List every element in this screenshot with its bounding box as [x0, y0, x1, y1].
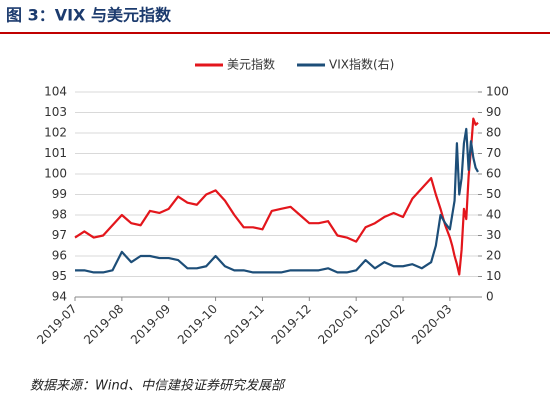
x-tick-label: 2019-07	[34, 302, 79, 347]
y2-tick-label: 70	[486, 146, 501, 160]
x-tick-label: 2020-02	[362, 302, 407, 347]
y2-tick-label: 0	[486, 290, 494, 304]
legend-label: 美元指数	[227, 57, 275, 72]
y-tick-label: 102	[44, 126, 67, 140]
x-tick-label: 2019-09	[128, 302, 173, 347]
x-tick-label: 2019-11	[222, 302, 267, 347]
y-tick-label: 94	[52, 290, 67, 304]
y-tick-label: 103	[44, 105, 67, 119]
y2-tick-label: 90	[486, 105, 501, 119]
y-tick-label: 101	[44, 146, 67, 160]
y2-tick-label: 100	[486, 85, 509, 99]
x-tick-label: 2019-08	[81, 302, 126, 347]
x-tick-label: 2019-10	[175, 302, 220, 347]
y-tick-label: 100	[44, 167, 67, 181]
y-tick-label: 97	[52, 228, 67, 242]
y-tick-label: 98	[52, 208, 67, 222]
y2-tick-label: 60	[486, 167, 501, 181]
chart-title: 图 3：VIX 与美元指数	[6, 6, 172, 25]
y-tick-label: 104	[44, 85, 67, 99]
chart-source: 数据来源：Wind、中信建投证券研究发展部	[30, 378, 286, 394]
legend-label: VIX指数(右)	[329, 57, 394, 72]
y2-tick-label: 10	[486, 269, 501, 283]
y-tick-label: 99	[52, 187, 67, 201]
series-line	[75, 127, 479, 274]
y-tick-label: 96	[52, 249, 67, 263]
y2-tick-label: 20	[486, 249, 501, 263]
y-tick-label: 95	[52, 269, 67, 283]
x-tick-label: 2020-03	[409, 302, 454, 347]
series-line	[74, 117, 479, 276]
y2-tick-label: 30	[486, 228, 501, 242]
y2-tick-label: 80	[486, 126, 501, 140]
y2-tick-label: 40	[486, 208, 501, 222]
x-tick-label: 2020-01	[315, 302, 360, 347]
x-tick-label: 2019-12	[269, 302, 314, 347]
y2-tick-label: 50	[486, 187, 501, 201]
